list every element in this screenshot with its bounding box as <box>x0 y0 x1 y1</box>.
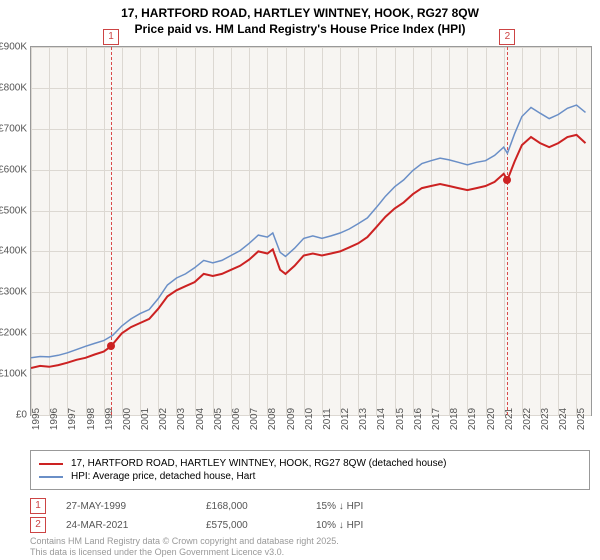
y-axis-label: £800K <box>0 82 27 93</box>
event-pct: 10% ↓ HPI <box>316 520 436 531</box>
y-axis-label: £500K <box>0 205 27 216</box>
y-axis-label: £400K <box>0 246 27 257</box>
y-axis-label: £100K <box>0 369 27 380</box>
event-marker-label: 2 <box>499 29 515 45</box>
legend-box: 17, HARTFORD ROAD, HARTLEY WINTNEY, HOOK… <box>30 450 590 490</box>
footer-line1: Contains HM Land Registry data © Crown c… <box>30 536 339 547</box>
y-axis-label: £0 <box>16 410 27 421</box>
event-dot <box>107 342 115 350</box>
event-price: £575,000 <box>206 520 316 531</box>
y-axis-label: £300K <box>0 287 27 298</box>
chart-plot-area: £0£100K£200K£300K£400K£500K£600K£700K£80… <box>30 46 592 416</box>
event-date: 24-MAR-2021 <box>66 520 206 531</box>
footer-text: Contains HM Land Registry data © Crown c… <box>30 536 339 558</box>
legend-row: 17, HARTFORD ROAD, HARTLEY WINTNEY, HOOK… <box>39 458 581 469</box>
y-axis-label: £900K <box>0 42 27 53</box>
event-pct: 15% ↓ HPI <box>316 501 436 512</box>
legend-swatch <box>39 476 63 478</box>
legend-swatch <box>39 463 63 465</box>
y-axis-label: £600K <box>0 164 27 175</box>
event-table-row: 1 27-MAY-1999£168,00015% ↓ HPI <box>30 498 590 514</box>
footer-line2: This data is licensed under the Open Gov… <box>30 547 339 558</box>
legend-label: 17, HARTFORD ROAD, HARTLEY WINTNEY, HOOK… <box>71 458 447 469</box>
event-number: 1 <box>30 498 46 514</box>
y-axis-label: £700K <box>0 123 27 134</box>
event-dot <box>503 176 511 184</box>
event-date: 27-MAY-1999 <box>66 501 206 512</box>
events-table: 1 27-MAY-1999£168,00015% ↓ HPI 2 24-MAR-202… <box>30 495 590 536</box>
event-price: £168,000 <box>206 501 316 512</box>
event-table-row: 2 24-MAR-2021£575,00010% ↓ HPI <box>30 517 590 533</box>
event-marker-label: 1 <box>103 29 119 45</box>
legend-label: HPI: Average price, detached house, Hart <box>71 471 255 482</box>
legend-row: HPI: Average price, detached house, Hart <box>39 471 581 482</box>
title-line1: 17, HARTFORD ROAD, HARTLEY WINTNEY, HOOK… <box>0 6 600 22</box>
event-number: 2 <box>30 517 46 533</box>
series-hpi <box>31 105 586 358</box>
y-axis-label: £200K <box>0 328 27 339</box>
line-series-svg <box>31 47 591 415</box>
